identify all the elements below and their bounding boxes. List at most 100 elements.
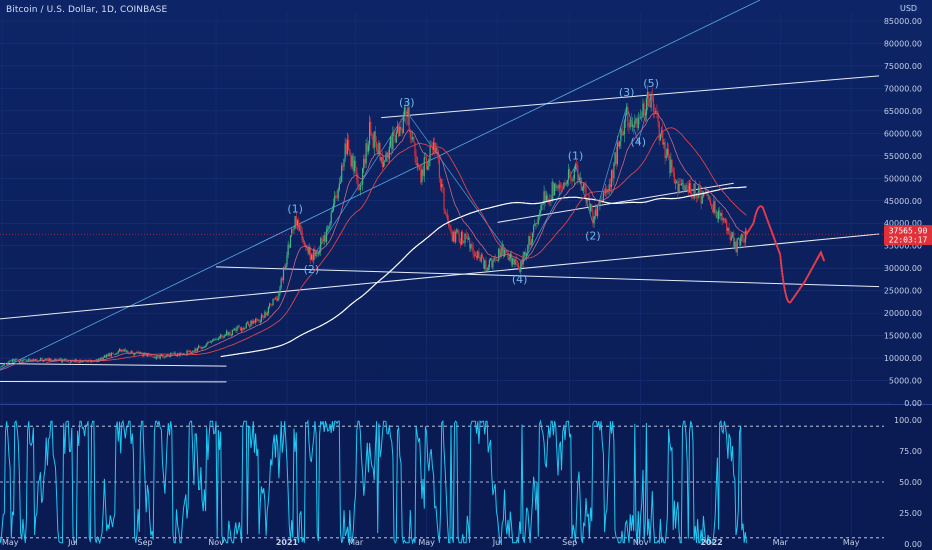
candle — [187, 350, 189, 352]
candle — [284, 266, 286, 268]
candle — [401, 129, 403, 134]
candle — [644, 114, 646, 116]
candle — [478, 251, 480, 259]
candle — [40, 358, 43, 360]
candle — [336, 195, 338, 199]
candle — [670, 159, 672, 173]
candle — [536, 223, 538, 224]
candle — [313, 249, 315, 261]
candle — [558, 184, 560, 189]
projection-arrowhead — [815, 250, 825, 262]
candle — [345, 143, 347, 154]
candle — [329, 223, 331, 227]
candle — [118, 348, 121, 351]
candle — [264, 312, 266, 318]
candle — [300, 225, 302, 231]
candle — [456, 229, 458, 233]
candle — [537, 216, 539, 224]
candle — [42, 358, 44, 362]
candle — [419, 165, 421, 171]
candle — [287, 244, 289, 256]
candle — [254, 319, 257, 323]
candle — [322, 240, 324, 242]
candle — [325, 229, 328, 242]
candle — [156, 356, 158, 359]
candle — [521, 261, 523, 265]
candle — [656, 111, 658, 113]
candle — [653, 111, 656, 113]
candle — [181, 353, 183, 355]
candle — [66, 361, 68, 362]
candle — [343, 158, 345, 167]
candle — [663, 142, 665, 145]
candle — [699, 186, 701, 190]
y-tick-label: 70000.00 — [884, 84, 922, 93]
candle — [270, 303, 272, 305]
candle — [665, 155, 667, 158]
candle — [486, 270, 488, 271]
oscillator-tick-label: 75.00 — [899, 447, 922, 456]
candle — [267, 307, 269, 314]
candle — [592, 211, 594, 224]
candle — [228, 332, 230, 335]
candle — [612, 170, 614, 179]
candle — [683, 183, 685, 191]
candle — [130, 351, 132, 353]
candle — [21, 359, 23, 362]
diagonal-trendline — [0, 0, 761, 370]
candle — [733, 232, 735, 247]
candle — [523, 252, 525, 256]
candle — [544, 191, 546, 201]
candle — [294, 216, 296, 228]
candle — [545, 195, 548, 201]
candle — [320, 238, 322, 252]
candle — [117, 350, 119, 353]
candle — [8, 360, 10, 363]
candle — [302, 240, 304, 243]
candle — [503, 250, 506, 257]
candle — [641, 117, 643, 118]
wave-label: (3) — [399, 96, 415, 109]
candle — [531, 232, 534, 243]
candle — [617, 142, 620, 147]
candle — [218, 337, 221, 339]
candle — [406, 115, 408, 117]
candle — [571, 180, 573, 182]
candle — [439, 177, 442, 188]
candle — [204, 345, 207, 347]
candle — [546, 195, 549, 201]
candle — [342, 165, 344, 167]
candle — [196, 348, 199, 352]
candle — [382, 161, 385, 168]
candle — [607, 190, 609, 193]
candle — [25, 359, 28, 361]
candle — [114, 354, 116, 355]
candle — [197, 345, 200, 349]
candle — [709, 199, 712, 205]
candle — [648, 91, 650, 106]
candle — [303, 242, 306, 246]
candle — [708, 195, 710, 200]
x-tick-label: Mar — [773, 538, 789, 547]
candle — [672, 168, 674, 173]
chart-title: Bitcoin / U.S. Dollar, 1D, COINBASE — [6, 5, 168, 15]
candle — [474, 255, 477, 257]
candle — [481, 254, 484, 258]
y-tick-label: 30000.00 — [884, 264, 922, 273]
candle — [572, 178, 574, 182]
candle — [131, 351, 133, 354]
candle — [229, 332, 231, 336]
candle — [567, 169, 570, 180]
candle — [619, 141, 621, 147]
candle — [479, 258, 481, 262]
candle — [677, 181, 679, 193]
candle — [577, 166, 579, 180]
candle — [306, 247, 308, 249]
candle — [737, 238, 739, 240]
x-tick-label: Jul — [67, 538, 78, 547]
candle — [450, 227, 452, 233]
candle — [424, 157, 427, 158]
candle — [193, 351, 195, 352]
candle — [676, 181, 678, 183]
